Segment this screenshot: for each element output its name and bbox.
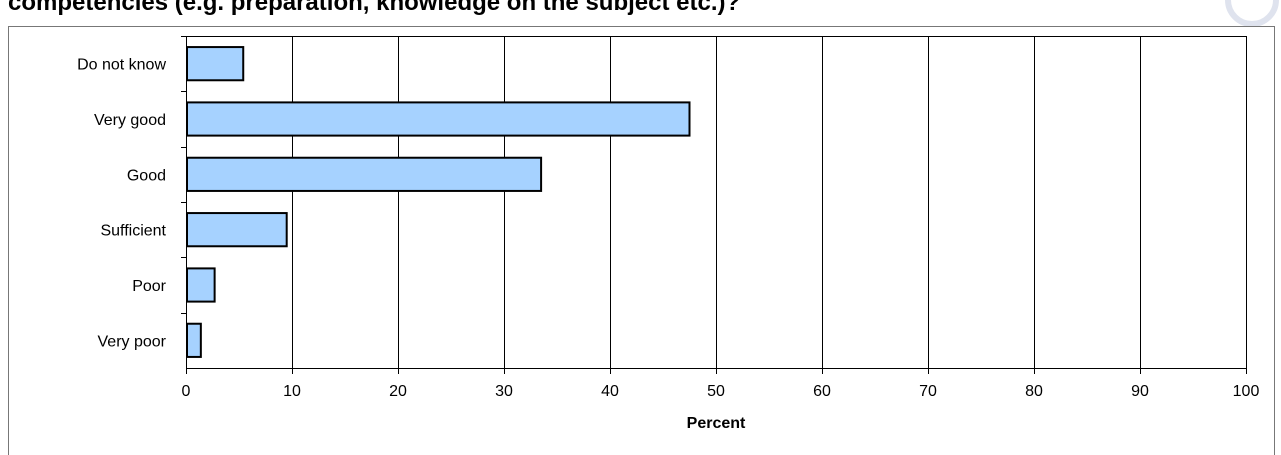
bar bbox=[186, 267, 216, 303]
category-label: Very poor bbox=[98, 333, 167, 350]
bar bbox=[186, 212, 288, 248]
x-tick-label: 10 bbox=[283, 383, 301, 400]
x-tick-labels: 0 10 20 30 40 50 60 70 80 90 100 bbox=[182, 383, 1260, 400]
x-tick-label: 70 bbox=[919, 383, 937, 400]
category-label: Sufficient bbox=[100, 223, 166, 240]
category-labels: Do not know Very good Good Sufficient Poor Ve… bbox=[77, 57, 167, 351]
x-tick-label: 100 bbox=[1233, 383, 1260, 400]
x-tick-label: 20 bbox=[389, 383, 407, 400]
x-tick-label: 50 bbox=[707, 383, 725, 400]
grid-lines bbox=[292, 36, 1247, 368]
bar bbox=[186, 101, 691, 137]
category-label: Good bbox=[127, 167, 166, 184]
bar bbox=[186, 46, 245, 82]
category-label: Do not know bbox=[77, 57, 166, 74]
x-tick-label: 80 bbox=[1025, 383, 1043, 400]
x-tick-label: 40 bbox=[601, 383, 619, 400]
category-label: Poor bbox=[132, 278, 166, 295]
x-tick-label: 0 bbox=[182, 383, 191, 400]
category-label: Very good bbox=[94, 112, 166, 129]
bars bbox=[186, 46, 691, 358]
x-tick-label: 60 bbox=[813, 383, 831, 400]
x-axis-label: Percent bbox=[687, 415, 746, 432]
bar bbox=[186, 156, 543, 192]
axes bbox=[181, 36, 1247, 374]
chart-title: competencies (e.g. preparation, knowledg… bbox=[8, 0, 741, 16]
x-tick-label: 30 bbox=[495, 383, 513, 400]
circle-logo-icon bbox=[1225, 0, 1279, 27]
bar bbox=[186, 322, 202, 358]
x-tick-label: 90 bbox=[1131, 383, 1149, 400]
